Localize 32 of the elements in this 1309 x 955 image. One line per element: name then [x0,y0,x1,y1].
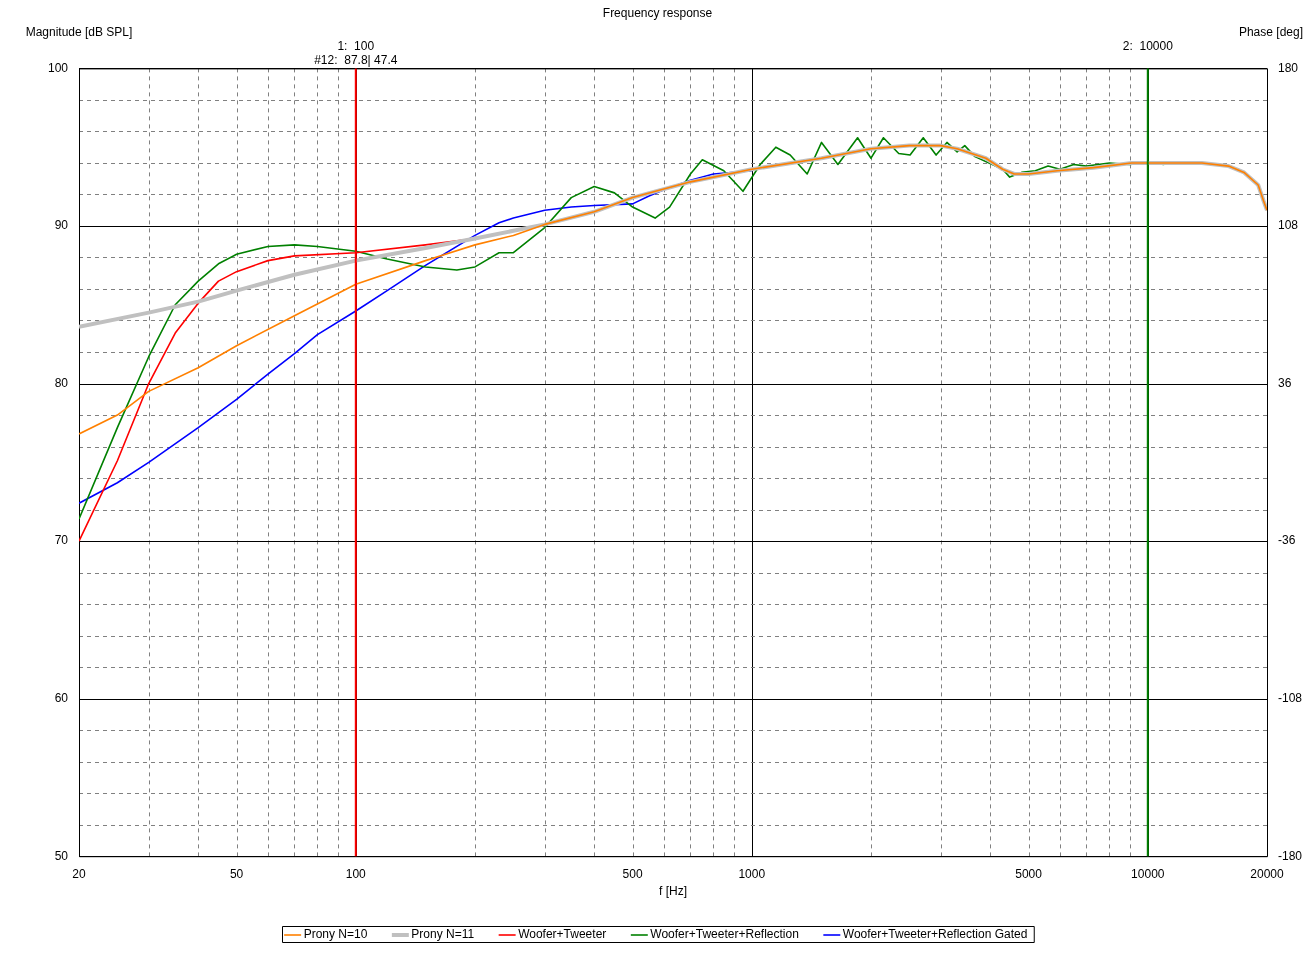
x-tick-label: 50 [229,866,244,881]
y2-tick-label: 36 [1278,375,1292,390]
legend-label: Prony N=10 [303,927,368,942]
y-tick-label: 80 [54,375,69,390]
y2-tick-label: -180 [1278,848,1303,863]
x-axis-title: f [Hz] [658,884,688,899]
x-tick-label: 20000 [1250,866,1285,881]
x-tick-label: 5000 [1015,866,1043,881]
x-tick-label: 1000 [738,866,766,881]
y-tick-label: 60 [54,690,69,705]
text: #12: 87.8| 47.4 [314,52,398,67]
legend-label: Woofer+Tweeter [518,927,607,942]
ref-line-label: 1: 100 [337,38,375,53]
legend-label: Woofer+Tweeter+Reflection [650,927,799,942]
legend-label: Prony N=11 [411,927,475,942]
chart-title: Frequency response [602,5,713,20]
legend-label: Woofer+Tweeter+Reflection Gated [842,927,1028,942]
ref-line-label: 2: 10000 [1122,38,1174,53]
y2-tick-label: 108 [1278,218,1299,233]
y-tick-label: 100 [47,60,69,75]
y-axis-title: Magnitude [dB SPL] [25,24,133,39]
y-tick-label: 90 [54,218,69,233]
y-tick-label: 50 [54,848,69,863]
x-tick-label: 100 [345,866,367,881]
y2-axis-title: Phase [deg] [1238,24,1303,39]
y2-tick-label: 180 [1278,60,1299,75]
y-tick-label: 70 [54,533,69,548]
y2-tick-label: -108 [1278,690,1303,705]
x-tick-label: 20 [72,866,86,881]
x-tick-label: 500 [622,866,643,881]
y2-tick-label: -36 [1278,533,1296,548]
x-tick-label: 10000 [1131,866,1165,881]
